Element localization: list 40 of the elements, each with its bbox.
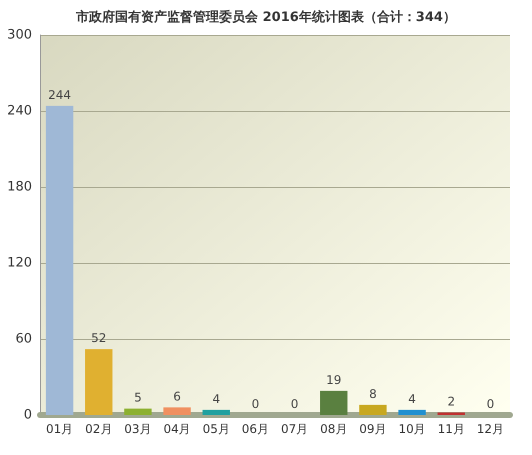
bar <box>124 408 152 415</box>
data-label: 4 <box>212 392 220 406</box>
data-label: 244 <box>48 88 72 102</box>
bar <box>46 106 74 415</box>
data-label: 19 <box>326 372 342 387</box>
x-tick-label: 05月 <box>202 422 230 436</box>
x-tick-label: 12月 <box>476 422 504 436</box>
y-tick-label: 180 <box>7 180 32 194</box>
bar <box>320 390 348 415</box>
x-tick-label: 11月 <box>438 422 465 436</box>
y-tick-label: 300 <box>7 28 32 42</box>
x-tick-label: 09月 <box>359 422 387 436</box>
x-tick-label: 07月 <box>280 422 308 436</box>
data-label: 0 <box>486 397 494 411</box>
bar <box>438 412 465 415</box>
chart-title: 市政府国有资产监督管理委员会 2016年统计图表（合计：344） <box>75 9 456 25</box>
y-tick-label: 0 <box>24 408 32 422</box>
data-label: 2 <box>447 394 456 408</box>
bar <box>359 404 387 415</box>
x-tick-label: 08月 <box>320 422 348 436</box>
x-tick-label: 04月 <box>163 422 191 436</box>
x-tick-label: 03月 <box>124 422 152 436</box>
x-tick-label: 01月 <box>46 422 74 436</box>
data-label: 4 <box>408 392 416 406</box>
data-label: 6 <box>173 389 181 404</box>
x-tick-label: 10月 <box>398 422 426 436</box>
y-tick-label: 240 <box>7 104 32 118</box>
data-label: 0 <box>252 397 260 411</box>
bar <box>202 410 230 415</box>
bar <box>398 410 426 415</box>
y-tick-label: 60 <box>15 332 32 346</box>
x-tick-label: 06月 <box>242 422 270 436</box>
data-label: 0 <box>290 397 298 411</box>
x-tick-label: 02月 <box>85 422 112 436</box>
data-label: 8 <box>369 386 377 401</box>
bar <box>85 349 112 415</box>
bar <box>163 407 191 415</box>
y-tick-label: 120 <box>7 256 32 270</box>
data-label: 52 <box>91 331 106 346</box>
data-label: 5 <box>134 390 142 405</box>
